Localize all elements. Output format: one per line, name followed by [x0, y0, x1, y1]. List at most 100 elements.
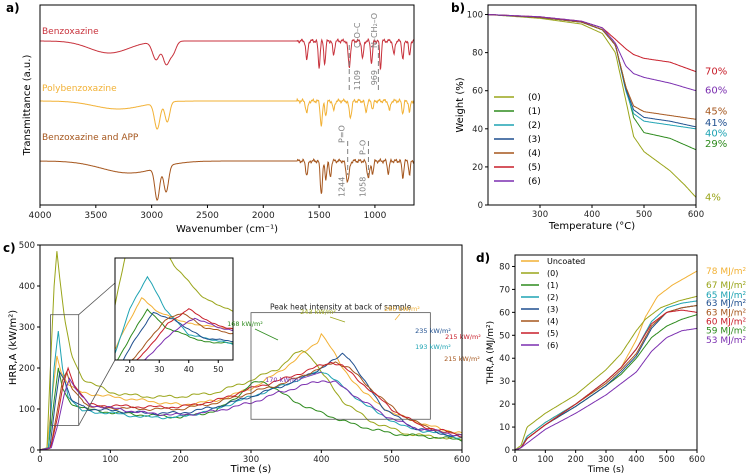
y-tick-label: 30: [499, 377, 510, 387]
legend-label: (1): [547, 281, 558, 290]
x-tick-label: 4000: [29, 211, 52, 221]
x-tick-label: 500: [636, 210, 652, 220]
x-tick-label: 2000: [252, 211, 275, 221]
x-tick-label: 500: [384, 455, 400, 465]
legend-label: (2): [547, 293, 558, 302]
y-tick-label: 50: [499, 331, 510, 341]
x-tick-label: 3000: [140, 211, 163, 221]
annotation-text: 1244: [337, 177, 346, 197]
peak-pointer: [329, 316, 346, 323]
y-tick-label: 200: [19, 364, 35, 374]
zoom-box: [50, 314, 80, 426]
panel-2-frame: [39, 244, 463, 451]
series-line: [515, 314, 697, 450]
annotation-text: 1058: [359, 177, 368, 197]
legend-label: (3): [528, 135, 541, 145]
y-tick-label: 10: [499, 423, 510, 433]
end-label: 65 MJ/m²: [706, 291, 747, 301]
end-label: 63 MJ/m²: [706, 299, 747, 309]
y-tick-label: 0: [30, 446, 35, 456]
x-tick-label: 0: [37, 455, 42, 465]
end-label: 45%: [705, 107, 727, 118]
legend-label: (2): [528, 121, 541, 131]
series-line: [515, 305, 697, 450]
y-tick-label: 80: [472, 49, 483, 59]
end-label: 78 MJ/m²: [706, 267, 747, 277]
panel-3-frame: [514, 254, 698, 451]
x-tick-label: 1500: [308, 211, 331, 221]
legend-label: (5): [528, 163, 541, 173]
x-tick-label: 100: [102, 455, 118, 465]
series-line: [515, 295, 697, 450]
inset-x-tick-label: 30: [154, 365, 164, 374]
panel-a: a) Benzoxazine Polybenzoxazine Benzoxazine …: [6, 1, 414, 235]
y-tick-label: 300: [19, 323, 35, 333]
legend-label: (6): [547, 341, 558, 350]
series-line: [515, 270, 697, 450]
x-tick-label: 400: [313, 455, 329, 465]
legend-label: (3): [547, 305, 558, 314]
legend-label: (4): [547, 317, 558, 326]
series-label: Polybenzoxazine: [42, 84, 117, 94]
x-tick-label: 300: [243, 455, 259, 465]
peak-pointer: [299, 371, 323, 380]
series-label: Benzoxazine and APP: [42, 133, 139, 143]
panel-a-frame: [39, 4, 415, 206]
y-tick-label: 80: [499, 262, 510, 272]
zoom-connector: [78, 282, 116, 316]
x-tick-label: 400: [584, 210, 600, 220]
inset-border: [114, 257, 234, 361]
end-label: 4%: [705, 192, 721, 203]
panel-d: d) 0 100 200 300 400 500 600 0 10 20 30 40 50 60 70 80 Ti…: [476, 251, 747, 475]
series-line: [515, 309, 697, 450]
annotation-text: P=O: [337, 125, 346, 143]
end-label: 63 MJ/m²: [706, 308, 747, 318]
series-label: Benzoxazine: [42, 27, 99, 37]
legend-label: (4): [528, 149, 541, 159]
inset-series-line: [115, 258, 233, 312]
inset-frame: [114, 257, 234, 361]
inset-series-line: [131, 312, 233, 360]
x-tick-label: 0: [512, 455, 517, 465]
x-tick-label: 200: [173, 455, 189, 465]
end-label: 59 MJ/m²: [706, 327, 747, 337]
panel-a-label: a): [6, 1, 20, 15]
x-tick-label: 500: [659, 455, 675, 465]
end-label: 70%: [705, 67, 727, 78]
series-line: [488, 14, 696, 92]
series-line: [40, 157, 414, 201]
annotation-text: 969: [370, 70, 379, 85]
annotation-text: C–O–C: [353, 22, 362, 48]
peak-label: 235 kW/m²: [415, 327, 451, 335]
peak-label: 170 kW/m²: [265, 376, 301, 384]
legend-label: Uncoated: [547, 257, 585, 266]
y-tick-label: 400: [19, 282, 35, 292]
end-label: 53 MJ/m²: [706, 336, 747, 346]
x-tick-label: 200: [568, 455, 584, 465]
x-axis-label: Time (s): [230, 464, 272, 475]
annotation-text: P–O: [359, 140, 368, 155]
y-tick-label: 100: [19, 405, 35, 415]
y-tick-label: 20: [472, 163, 483, 173]
y-tick-label: 40: [472, 125, 483, 135]
y-tick-label: 70: [499, 285, 510, 295]
y-tick-label: 20: [499, 400, 510, 410]
inset-x-tick-label: 20: [125, 365, 135, 374]
y-tick-label: 100: [467, 11, 483, 21]
inset-x-tick-label: 40: [184, 365, 194, 374]
x-axis-label: Temperature (°C): [548, 221, 635, 232]
legend-label: (0): [547, 269, 558, 278]
panel-1-frame: [487, 4, 697, 206]
series-line: [40, 97, 414, 130]
panel-label: b): [451, 1, 465, 15]
peak-box-title: Peak heat intensity at back of sample: [270, 303, 412, 312]
x-tick-label: 1000: [363, 211, 386, 221]
inset-series-line: [143, 317, 233, 360]
y-tick-label: 500: [19, 241, 35, 251]
inset-series-line: [135, 308, 233, 360]
x-tick-label: 600: [688, 210, 704, 220]
peak-label: 243 kW/m²: [300, 308, 336, 316]
end-label: 60 MJ/m²: [706, 318, 747, 328]
x-tick-label: 300: [598, 455, 614, 465]
y-axis-label: Transmittance (a.u.): [22, 55, 33, 157]
